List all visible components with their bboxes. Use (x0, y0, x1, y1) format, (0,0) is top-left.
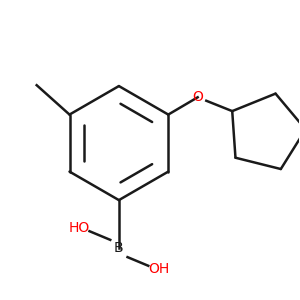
Text: OH: OH (148, 262, 169, 276)
Text: O: O (192, 90, 203, 104)
Text: HO: HO (68, 221, 90, 235)
Text: B: B (114, 242, 124, 256)
